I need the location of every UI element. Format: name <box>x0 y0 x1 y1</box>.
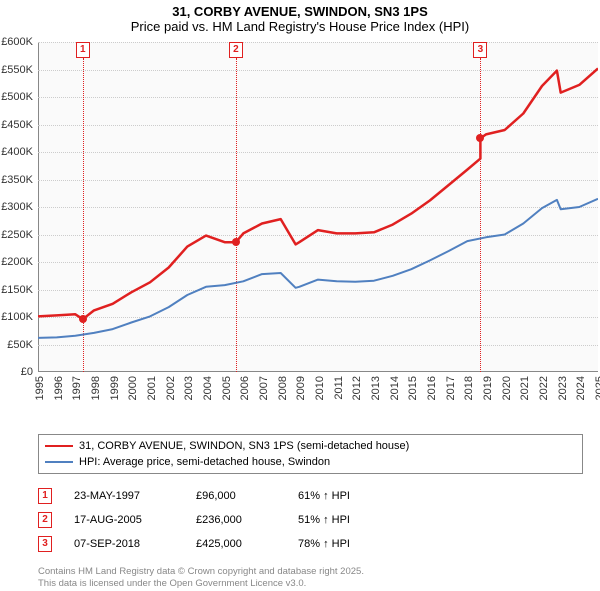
title-line1: 31, CORBY AVENUE, SWINDON, SN3 1PS <box>0 4 600 19</box>
footer: Contains HM Land Registry data © Crown c… <box>38 566 600 591</box>
title-line2: Price paid vs. HM Land Registry's House … <box>0 19 600 34</box>
chart-container: 31, CORBY AVENUE, SWINDON, SN3 1PS Price… <box>0 0 600 590</box>
legend-swatch-1 <box>45 461 73 463</box>
legend-item-0: 31, CORBY AVENUE, SWINDON, SN3 1PS (semi… <box>45 438 576 454</box>
annot-pct-2: 78% ↑ HPI <box>298 538 350 550</box>
annot-date-2: 07-SEP-2018 <box>74 538 174 550</box>
annot-price-2: £425,000 <box>196 538 276 550</box>
annot-date-1: 17-AUG-2005 <box>74 514 174 526</box>
legend-label-0: 31, CORBY AVENUE, SWINDON, SN3 1PS (semi… <box>79 440 409 452</box>
legend: 31, CORBY AVENUE, SWINDON, SN3 1PS (semi… <box>38 434 583 474</box>
legend-swatch-0 <box>45 445 73 447</box>
annot-row-1: 2 17-AUG-2005 £236,000 51% ↑ HPI <box>38 508 600 532</box>
annot-pct-0: 61% ↑ HPI <box>298 490 350 502</box>
annot-row-2: 3 07-SEP-2018 £425,000 78% ↑ HPI <box>38 532 600 556</box>
annot-price-1: £236,000 <box>196 514 276 526</box>
footer-line1: Contains HM Land Registry data © Crown c… <box>38 566 600 578</box>
annot-box-2: 3 <box>38 536 52 552</box>
annotations-table: 1 23-MAY-1997 £96,000 61% ↑ HPI 2 17-AUG… <box>38 484 600 556</box>
title-block: 31, CORBY AVENUE, SWINDON, SN3 1PS Price… <box>0 0 600 36</box>
legend-label-1: HPI: Average price, semi-detached house,… <box>79 456 330 468</box>
annot-row-0: 1 23-MAY-1997 £96,000 61% ↑ HPI <box>38 484 600 508</box>
footer-line2: This data is licensed under the Open Gov… <box>38 578 600 590</box>
chart-area: £0£50K£100K£150K£200K£250K£300K£350K£400… <box>38 42 598 372</box>
annot-box-1: 2 <box>38 512 52 528</box>
annot-date-0: 23-MAY-1997 <box>74 490 174 502</box>
line-series <box>38 42 598 372</box>
annot-pct-1: 51% ↑ HPI <box>298 514 350 526</box>
legend-item-1: HPI: Average price, semi-detached house,… <box>45 454 576 470</box>
annot-price-0: £96,000 <box>196 490 276 502</box>
annot-box-0: 1 <box>38 488 52 504</box>
